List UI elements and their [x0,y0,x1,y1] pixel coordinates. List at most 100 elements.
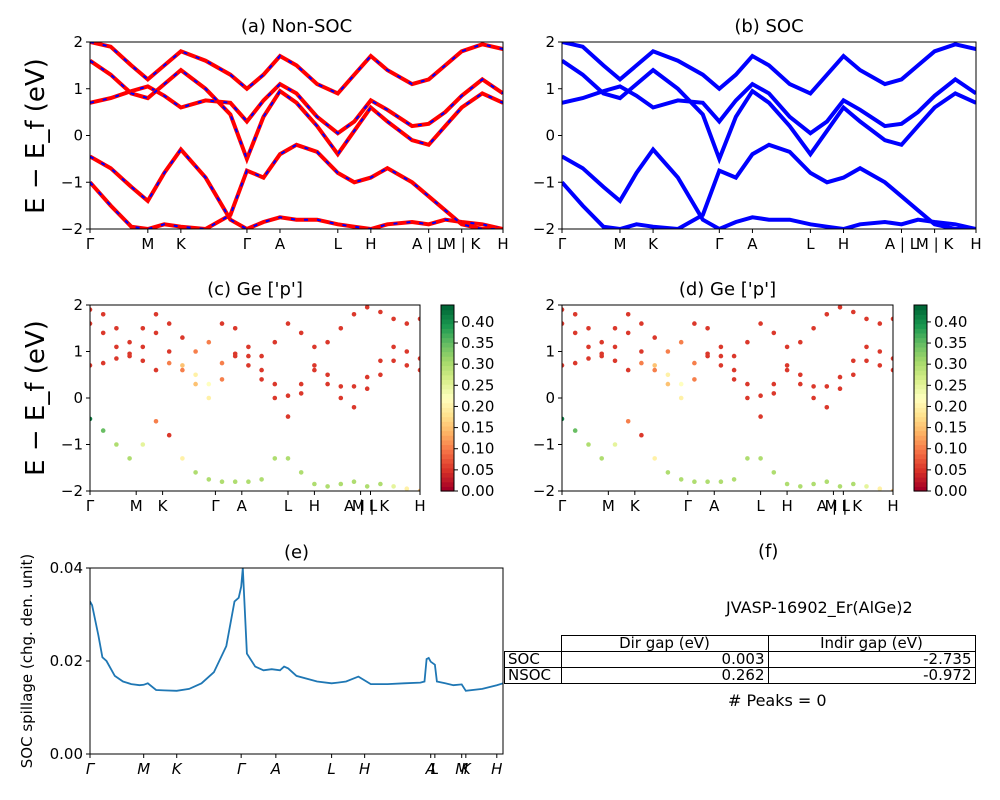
scatter-point [153,330,159,336]
scatter-point [890,356,893,361]
y-tick-label: 2 [545,33,555,51]
colorbar-segment [914,407,927,413]
x-tick-label: H [781,497,792,515]
scatter-point [193,372,198,378]
scatter-point [100,312,106,317]
scatter-point [771,330,777,336]
scatter-point [864,484,869,489]
colorbar-segment [441,314,454,320]
scatter-point [153,419,159,424]
x-tick-label: L [431,760,439,778]
y-axis-label-c: E − E_f (eV) [21,320,51,476]
x-tick-label: Γ [558,235,567,253]
scatter-point [798,484,803,489]
colorbar-segment [914,458,927,464]
scatter-point [731,377,737,382]
scatter-point [652,367,657,373]
scatter-point [758,393,763,399]
y-tick-label: −2 [533,482,555,500]
colorbar-segment [914,444,927,450]
colorbar-segment [441,398,454,404]
scatter-point [351,405,357,410]
scatter-point [612,442,618,447]
scatter-point [259,377,264,382]
scatter-point [665,470,671,475]
scatter-point [851,481,856,487]
scatter-point [312,363,317,368]
scatter-point [599,339,604,345]
colorbar-segment [914,318,927,325]
band-line-soc [562,42,976,96]
y-tick-label: 0.00 [50,745,83,763]
scatter-point [692,377,697,382]
scatter-point [153,312,159,317]
scatter-point [404,349,410,354]
colorbar-tick-label: 0.35 [461,334,494,352]
scatter-point [784,481,790,487]
x-tick-label: A [747,235,758,253]
colorbar-segment [914,393,927,399]
axes-frame [89,567,504,755]
x-tick-label: A | L [885,235,919,253]
colorbar-tick-label: 0.10 [934,440,967,458]
scatter-point [166,432,172,438]
scatter-point [692,479,697,485]
colorbar-tick-label: 0.20 [461,397,494,415]
x-tick-label: M [455,760,468,778]
scatter-point [219,479,225,485]
scatter-point [285,456,291,461]
colorbar-segment [914,356,927,362]
scatter-point [745,339,750,345]
colorbar-segment [914,351,927,357]
y-tick-label: 1 [545,80,555,98]
scatter-point [562,363,565,368]
scatter-point [364,374,370,380]
colorbar-frame [440,304,455,492]
colorbar-segment [914,481,927,487]
colorbar-segment [441,393,454,399]
scatter-point [745,381,750,387]
table-row: NSOC 0.262 -0.972 [504,667,976,684]
scatter-point [351,312,357,317]
scatter-point [731,353,737,359]
y-tick-label: −2 [61,482,83,500]
scatter-point [562,307,565,312]
scatter-point [206,339,212,345]
y-tick-label: −1 [533,173,555,191]
axes-frame [561,304,894,492]
x-tick-label: A | L [412,235,446,253]
scatter-point [364,484,370,489]
scatter-point [90,321,93,326]
colorbar-segment [914,309,927,315]
colorbar-segment [441,477,454,483]
colorbar-segment [441,481,454,487]
colorbar-segment [914,314,927,320]
scatter-point [824,479,830,485]
band-line-nonsoc [90,76,503,136]
spillage-line [90,568,503,692]
y-tick-label: 0 [545,389,555,407]
scatter-point [285,393,291,399]
scatter-point [153,367,159,373]
x-tick-label: A | L [344,497,378,515]
scatter-point [127,339,132,345]
scatter-point [391,344,396,350]
scatter-point [890,316,893,322]
scatter-point [864,344,869,350]
scatter-point [180,335,185,340]
y-tick-label: 2 [73,33,83,51]
x-tick-label: Γ [237,760,247,778]
y-tick-label: −1 [61,173,83,191]
scatter-point [599,456,604,461]
panel-f-title: (f) [758,541,779,562]
x-tick-label: A [275,235,286,253]
scatter-point [90,307,93,312]
colorbar-segment [441,453,454,460]
colorbar-segment [914,360,927,367]
scatter-point [890,488,893,491]
scatter-point [665,349,671,354]
y-tick-label: 2 [73,296,83,314]
scatter-point [811,481,816,487]
y-tick-label: −1 [61,436,83,454]
x-tick-label: Γ [86,497,95,515]
